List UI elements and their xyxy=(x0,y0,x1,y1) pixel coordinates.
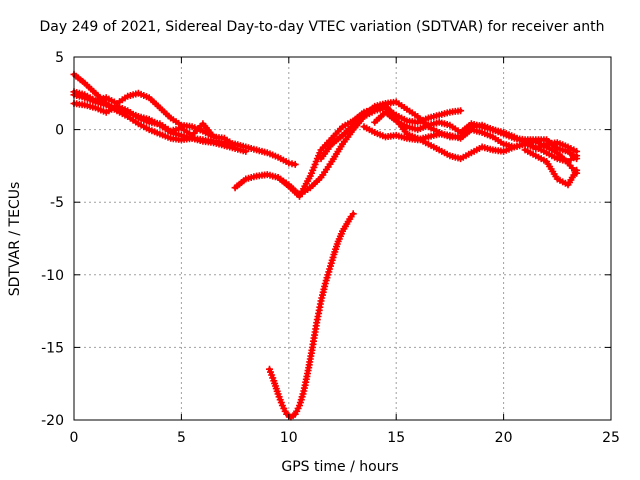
data-point xyxy=(231,142,239,150)
chart-title: Day 249 of 2021, Sidereal Day-to-day VTE… xyxy=(39,19,604,35)
data-point xyxy=(457,107,465,115)
x-axis-label: GPS time / hours xyxy=(281,459,398,475)
plot-frame xyxy=(73,56,612,421)
data-point xyxy=(573,166,581,174)
series-track-6 xyxy=(274,101,581,200)
x-tick-label: 20 xyxy=(495,430,513,446)
y-tick-label: -5 xyxy=(50,195,64,211)
y-tick-label: -10 xyxy=(41,268,64,284)
data-point xyxy=(242,147,250,155)
data-point xyxy=(291,160,299,168)
x-tick-label: 10 xyxy=(280,430,298,446)
series-track-10 xyxy=(521,146,581,189)
y-tick-label: 5 xyxy=(55,50,64,66)
series-track-4 xyxy=(70,88,218,141)
x-tick-label: 0 xyxy=(70,430,79,446)
y-tick-label: 0 xyxy=(55,123,64,139)
y-axis-label: SDTVAR / TECUs xyxy=(7,182,23,297)
series-track-8 xyxy=(360,123,581,177)
x-tick-label: 5 xyxy=(177,430,186,446)
series-track-11 xyxy=(266,210,357,421)
data-point xyxy=(349,210,357,218)
y-tick-label: -15 xyxy=(41,340,64,356)
data-point xyxy=(573,155,581,163)
axis-ticks: 0 5 10 15 20 25 5 0 -5 -10 -15 -20 xyxy=(41,50,620,446)
x-tick-label: 25 xyxy=(602,430,620,446)
data-point xyxy=(210,133,218,141)
series-track-1 xyxy=(70,70,299,168)
x-tick-label: 15 xyxy=(387,430,405,446)
data-point xyxy=(573,147,581,155)
series-track-9 xyxy=(371,108,581,155)
y-tick-label: -20 xyxy=(41,413,64,429)
